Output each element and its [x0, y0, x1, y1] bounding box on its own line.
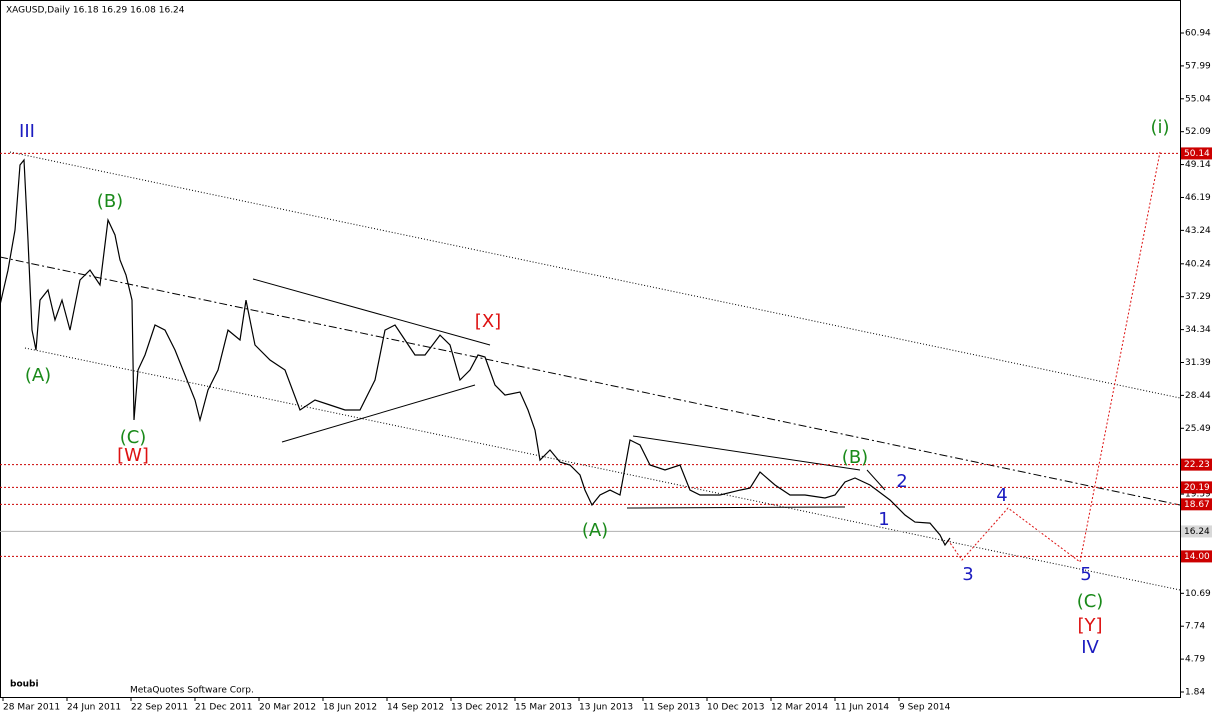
y-tick-label: 40.24 — [1185, 259, 1211, 269]
y-tick-label: 57.99 — [1185, 61, 1211, 71]
y-tick-label: 46.19 — [1185, 193, 1211, 203]
level-box — [1181, 498, 1212, 511]
wave-label: 1 — [878, 509, 889, 530]
wedge-top — [632, 435, 861, 471]
level-box — [1181, 147, 1212, 160]
x-tick-label: 11 Sep 2013 — [643, 703, 700, 713]
projection — [947, 151, 1161, 563]
level-box — [1181, 525, 1212, 538]
watermark: boubi — [10, 680, 39, 690]
level-box — [1181, 550, 1212, 563]
wave-label: (B) — [842, 447, 868, 468]
y-tick-label: 28.44 — [1185, 391, 1211, 401]
y-tick-label: 31.39 — [1185, 358, 1211, 368]
y-tick-label: 25.49 — [1185, 424, 1211, 434]
wave-label: [Y] — [1077, 615, 1102, 636]
wave-label: (C) — [120, 427, 147, 448]
level-box — [1181, 458, 1212, 471]
wave-label: (A) — [25, 365, 51, 386]
level-label: 50.14 — [1184, 149, 1210, 159]
wave-label: IV — [1081, 637, 1099, 658]
y-tick-label: 60.94 — [1185, 29, 1211, 39]
x-tick-label: 9 Sep 2014 — [899, 703, 951, 713]
x-tick-label: 21 Dec 2011 — [195, 703, 253, 713]
y-tick-label: 34.34 — [1185, 325, 1211, 335]
x-tick-label: 11 Jun 2014 — [835, 703, 889, 713]
channel-mid — [0, 256, 1181, 506]
wave-label: 2 — [896, 471, 907, 492]
wave-label: [W] — [117, 445, 149, 466]
y-tick-label: 52.09 — [1185, 127, 1211, 137]
x-tick-label: 15 Mar 2013 — [515, 703, 572, 713]
x-tick-label: 28 Mar 2011 — [3, 703, 60, 713]
wave-label: (B) — [97, 191, 123, 212]
level-label: 16.24 — [1184, 527, 1210, 537]
y-tick-label: 19.59 — [1185, 490, 1211, 500]
chart-title: XAGUSD,Daily 16.18 16.29 16.08 16.24 — [6, 6, 185, 16]
x-tick-label: 10 Dec 2013 — [707, 703, 765, 713]
y-tick-label: 49.14 — [1185, 160, 1211, 170]
level-label: 22.23 — [1184, 460, 1210, 470]
x-tick-label: 18 Jun 2012 — [323, 703, 377, 713]
y-tick-label: 43.24 — [1185, 226, 1211, 236]
wave-label: 5 — [1080, 564, 1091, 585]
trendlines — [0, 151, 1181, 591]
x-tick-label: 22 Sep 2011 — [131, 703, 188, 713]
triangle-bottom — [281, 384, 476, 443]
wedge-bottom — [626, 506, 846, 509]
y-tick-label: 10.69 — [1185, 589, 1211, 599]
price-line — [0, 158, 951, 547]
channel-top — [9, 151, 1181, 399]
wave-label: 4 — [996, 485, 1007, 506]
y-tick-label: 4.79 — [1185, 655, 1205, 665]
wave-label: (i) — [1150, 117, 1169, 138]
y-tick-label: 37.29 — [1185, 292, 1211, 302]
x-tick-label: 14 Sep 2012 — [387, 703, 444, 713]
wave-label: (C) — [1077, 591, 1104, 612]
level-label: 18.67 — [1184, 500, 1210, 510]
y-tick-label: 1.84 — [1185, 688, 1205, 698]
credit: MetaQuotes Software Corp. — [130, 686, 254, 696]
wave-line — [866, 469, 886, 491]
plot-frame — [0, 0, 1181, 698]
level-box — [1181, 481, 1212, 494]
triangle-top — [252, 278, 491, 346]
x-tick-label: 13 Jun 2013 — [579, 703, 633, 713]
level-label: 20.19 — [1184, 483, 1210, 493]
level-label: 14.00 — [1184, 552, 1210, 562]
wave-label: (A) — [582, 520, 608, 541]
x-tick-label: 24 Jun 2011 — [67, 703, 121, 713]
x-tick-label: 13 Dec 2012 — [451, 703, 509, 713]
wave-label: [X] — [475, 311, 501, 332]
wave-label: III — [19, 121, 35, 142]
y-tick-label: 7.74 — [1185, 622, 1205, 632]
x-tick-label: 12 Mar 2014 — [771, 703, 828, 713]
y-tick-label: 55.04 — [1185, 94, 1211, 104]
wave-label: 3 — [962, 564, 973, 585]
x-tick-label: 20 Mar 2012 — [259, 703, 316, 713]
